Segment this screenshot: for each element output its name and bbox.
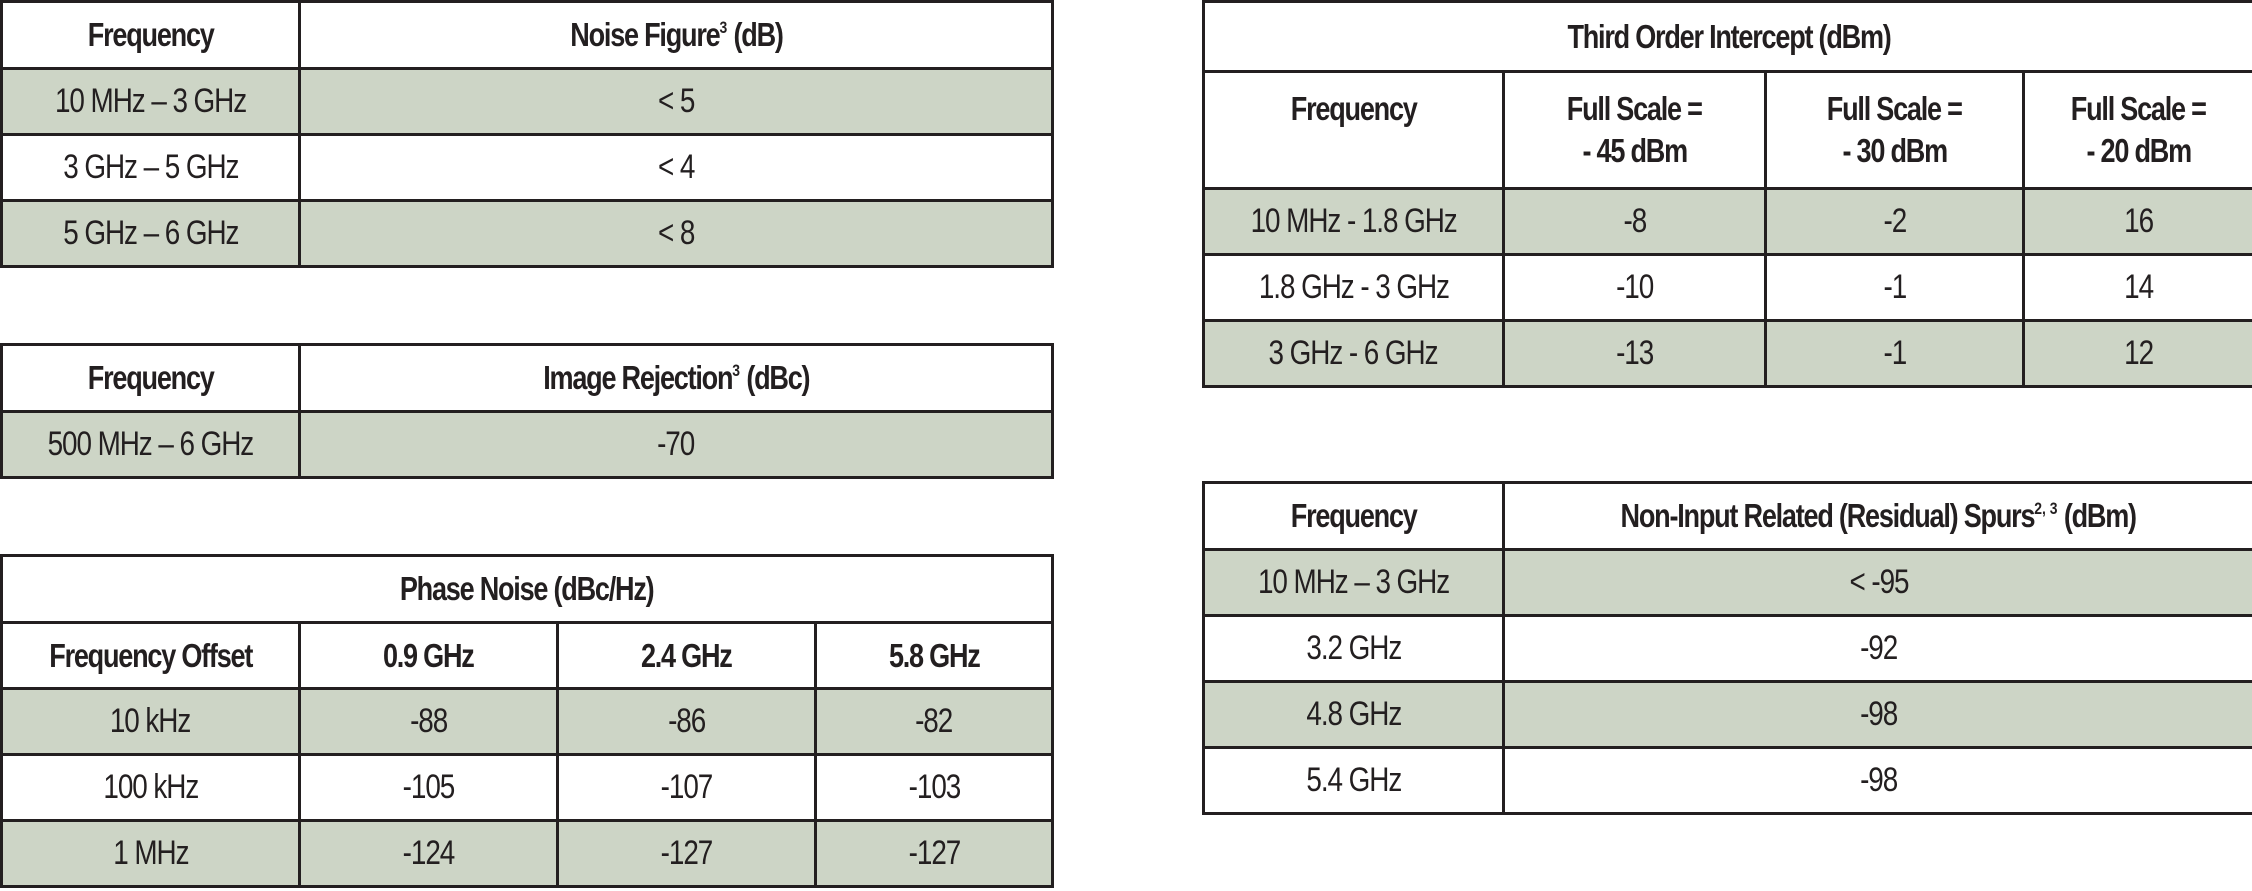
- table-row: 100 kHz -105 -107 -103: [0, 753, 1054, 822]
- value-cell: < -95: [1502, 548, 2252, 617]
- value-cell: -86: [556, 687, 817, 756]
- value-cell: -127: [814, 819, 1054, 888]
- table-row: 5.4 GHz -98: [1202, 746, 2252, 815]
- column-header-full-scale-20: Full Scale = - 20 dBm: [2021, 70, 2252, 190]
- frequency-cell: 10 MHz – 3 GHz: [1202, 548, 1505, 617]
- table-header-row: Frequency Full Scale = - 45 dBm Full Scal…: [1202, 70, 2252, 190]
- table-row: 1.8 GHz - 3 GHz -10 -1 14: [1202, 253, 2252, 322]
- column-header-frequency: Frequency: [1202, 70, 1505, 190]
- value-cell: -8: [1502, 187, 1767, 256]
- frequency-cell: 10 MHz – 3 GHz: [0, 67, 301, 136]
- frequency-cell: 5 GHz – 6 GHz: [0, 199, 301, 268]
- value-cell: -1: [1764, 319, 2025, 388]
- column-header-residual-spurs: Non-Input Related (Residual) Spurs2, 3 (…: [1502, 481, 2252, 551]
- value-cell: -98: [1502, 680, 2252, 749]
- column-header-full-scale-30: Full Scale = - 30 dBm: [1764, 70, 2025, 190]
- value-cell: < 8: [298, 199, 1054, 268]
- value-cell: -103: [814, 753, 1054, 822]
- table-header-row: Frequency Noise Figure3 (dB): [0, 0, 1054, 70]
- table-header-row: Frequency Non-Input Related (Residual) S…: [1202, 481, 2252, 551]
- column-header-0.9ghz: 0.9 GHz: [298, 621, 559, 690]
- frequency-cell: 1.8 GHz - 3 GHz: [1202, 253, 1505, 322]
- column-header-image-rejection: Image Rejection3 (dBc): [298, 343, 1054, 413]
- table-row: 10 MHz – 3 GHz < -95: [1202, 548, 2252, 617]
- table-title-row: Third Order Intercept (dBm): [1201, 0, 2252, 73]
- column-header-2.4ghz: 2.4 GHz: [556, 621, 817, 690]
- value-cell: -82: [814, 687, 1054, 756]
- value-cell: < 4: [298, 133, 1054, 202]
- table-row: 10 kHz -88 -86 -82: [0, 687, 1054, 756]
- table-title: Phase Noise (dBc/Hz): [0, 554, 1054, 624]
- frequency-cell: 3 GHz - 6 GHz: [1202, 319, 1505, 388]
- frequency-cell: 3 GHz – 5 GHz: [0, 133, 301, 202]
- column-header-full-scale-45: Full Scale = - 45 dBm: [1502, 70, 1767, 190]
- offset-cell: 100 kHz: [0, 753, 301, 822]
- value-cell: -98: [1502, 746, 2252, 815]
- column-header-5.8ghz: 5.8 GHz: [814, 621, 1054, 690]
- value-cell: -13: [1502, 319, 1767, 388]
- value-cell: -1: [1764, 253, 2025, 322]
- table-row: 5 GHz – 6 GHz < 8: [0, 199, 1054, 268]
- frequency-cell: 5.4 GHz: [1202, 746, 1505, 815]
- frequency-cell: 4.8 GHz: [1202, 680, 1505, 749]
- value-cell: 14: [2021, 253, 2252, 322]
- frequency-cell: 500 MHz – 6 GHz: [0, 410, 301, 479]
- footnote-marker: 3: [718, 18, 727, 37]
- value-cell: -92: [1502, 614, 2252, 683]
- table-title-row: Phase Noise (dBc/Hz): [0, 554, 1054, 624]
- residual-spurs-table: Frequency Non-Input Related (Residual) S…: [1202, 481, 2252, 815]
- value-cell: < 5: [298, 67, 1054, 136]
- table-title: Third Order Intercept (dBm): [1201, 0, 2252, 73]
- table-row: 10 MHz - 1.8 GHz -8 -2 16: [1202, 187, 2252, 256]
- table-row: 3 GHz - 6 GHz -13 -1 12: [1202, 319, 2252, 388]
- footnote-marker: 3: [732, 361, 740, 380]
- table-row: 500 MHz – 6 GHz -70: [0, 410, 1054, 479]
- noise-figure-table: Frequency Noise Figure3 (dB) 10 MHz – 3 …: [0, 0, 1054, 268]
- offset-cell: 1 MHz: [0, 819, 301, 888]
- offset-cell: 10 kHz: [0, 687, 301, 756]
- table-header-row: Frequency Offset 0.9 GHz 2.4 GHz 5.8 GHz: [0, 621, 1054, 690]
- table-row: 3 GHz – 5 GHz < 4: [0, 133, 1054, 202]
- value-cell: -70: [298, 410, 1054, 479]
- value-cell: -127: [556, 819, 817, 888]
- value-cell: -105: [298, 753, 559, 822]
- value-cell: -2: [1764, 187, 2025, 256]
- table-row: 4.8 GHz -98: [1202, 680, 2252, 749]
- table-header-row: Frequency Image Rejection3 (dBc): [0, 343, 1054, 413]
- column-header-noise-figure: Noise Figure3 (dB): [298, 0, 1054, 70]
- image-rejection-table: Frequency Image Rejection3 (dBc) 500 MHz…: [0, 343, 1054, 479]
- value-cell: -124: [298, 819, 559, 888]
- value-cell: -88: [298, 687, 559, 756]
- phase-noise-table: Phase Noise (dBc/Hz) Frequency Offset 0.…: [0, 554, 1054, 888]
- table-row: 3.2 GHz -92: [1202, 614, 2252, 683]
- table-row: 10 MHz – 3 GHz < 5: [0, 67, 1054, 136]
- column-header-frequency-offset: Frequency Offset: [0, 621, 301, 690]
- frequency-cell: 3.2 GHz: [1202, 614, 1505, 683]
- column-header-frequency: Frequency: [1202, 481, 1505, 551]
- column-header-frequency: Frequency: [0, 0, 301, 70]
- column-header-frequency: Frequency: [0, 343, 301, 413]
- table-row: 1 MHz -124 -127 -127: [0, 819, 1054, 888]
- footnote-marker: 2, 3: [2034, 499, 2058, 518]
- third-order-intercept-table: Third Order Intercept (dBm) Frequency Fu…: [1201, 0, 2252, 388]
- value-cell: -10: [1502, 253, 1767, 322]
- value-cell: -107: [556, 753, 817, 822]
- value-cell: 16: [2021, 187, 2252, 256]
- value-cell: 12: [2021, 319, 2252, 388]
- frequency-cell: 10 MHz - 1.8 GHz: [1202, 187, 1505, 256]
